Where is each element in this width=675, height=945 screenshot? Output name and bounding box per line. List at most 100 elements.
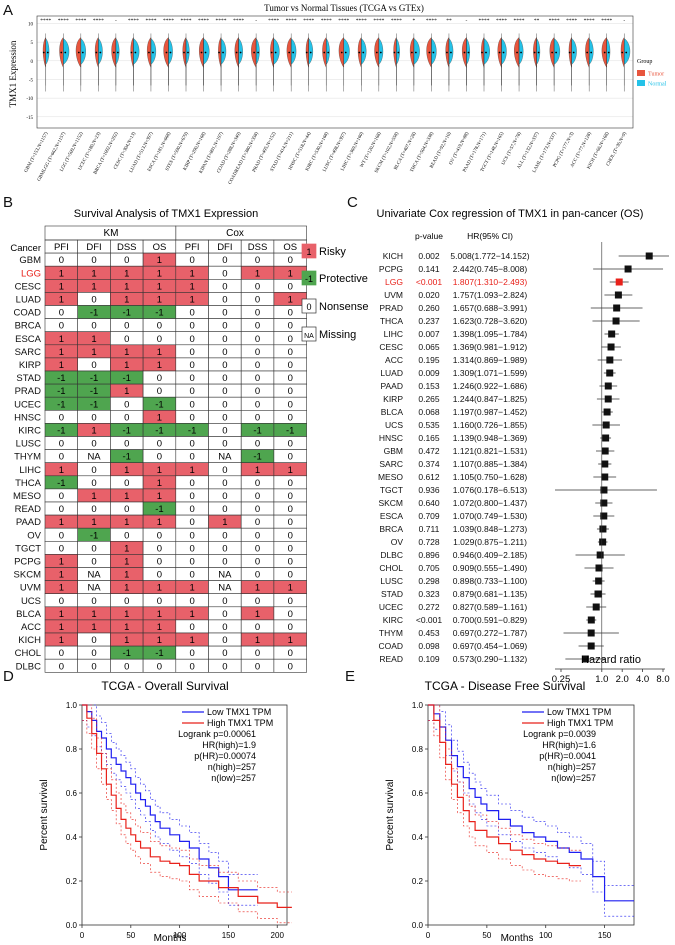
heatmap-cell-value: 0 — [124, 478, 129, 489]
heatmap-cell-value: 1 — [255, 268, 260, 279]
km-x-tick-label: 0 — [426, 931, 431, 940]
tumor-median-point — [165, 51, 168, 54]
heatmap-cell-value: 0 — [222, 412, 227, 423]
normal-violin — [238, 38, 243, 86]
significance-mark: **** — [496, 18, 507, 24]
heatmap-cell-value: 0 — [91, 255, 96, 266]
legend-swatch — [301, 298, 317, 314]
forest-hr-text: 1.369(0.981−1.912) — [453, 342, 528, 352]
heatmap-cell-value: 1 — [288, 635, 293, 646]
legend-code: NA — [304, 333, 314, 340]
forest-hr-text: 1.121(0.821−1.531) — [453, 446, 528, 456]
heatmap-cell-value: 1 — [190, 465, 195, 476]
forest-cancer-label: UVM — [384, 290, 403, 300]
km-survival-curve — [428, 704, 634, 902]
normal-median-point — [485, 51, 487, 54]
heatmap-cell-value: 0 — [190, 491, 195, 502]
heatmap-cell-value: 0 — [59, 504, 64, 515]
forest-cancer-label: LUSC — [380, 576, 403, 586]
legend-swatch — [301, 243, 317, 259]
heatmap-cell-value: 0 — [222, 661, 227, 672]
heatmap-cell-value: 1 — [157, 622, 162, 633]
normal-violin — [413, 38, 420, 86]
normal-violin — [63, 38, 70, 86]
violin-expression-chart: Tumor vs Normal Tissues (TCGA vs GTEx) T… — [8, 3, 667, 186]
heatmap-cell-value: -1 — [90, 399, 98, 410]
km-y-tick-label: 0.8 — [66, 745, 78, 754]
km-plot-frame — [81, 704, 288, 926]
forest-cancer-label: SKCM — [378, 498, 403, 508]
heatmap-cell-value: 0 — [288, 334, 293, 345]
cancer-row-label: UVM — [20, 583, 41, 594]
normal-median-point — [432, 51, 435, 54]
heatmap-cell-value: 0 — [255, 334, 260, 345]
normal-violin — [448, 38, 454, 86]
forest-hr-box — [599, 525, 607, 533]
forest-hr-text: 0.573(0.290−1.132) — [453, 654, 528, 664]
heatmap-cell-value: 1 — [124, 570, 129, 581]
forest-hr-box — [595, 577, 603, 585]
km-y-tick-label: 0.2 — [66, 877, 78, 886]
tumor-median-point — [446, 51, 448, 54]
heatmap-cell-value: 1 — [124, 635, 129, 646]
normal-median-point — [222, 51, 224, 54]
heatmap-cell-value: 0 — [288, 347, 293, 358]
cancer-row-label: OV — [27, 530, 41, 541]
forest-cancer-label: DLBC — [380, 550, 403, 560]
heatmap-cell-value: 0 — [157, 321, 162, 332]
heatmap-cell-value: 0 — [91, 478, 96, 489]
heatmap-cell-value: 0 — [190, 622, 195, 633]
heatmap-cell-value: 0 — [288, 491, 293, 502]
legend-code: -1 — [305, 274, 313, 284]
km-ci-upper — [428, 704, 634, 886]
heatmap-cell-value: 0 — [59, 596, 64, 607]
heatmap-cell-value: 0 — [222, 635, 227, 646]
forest-pvalue: 0.272 — [418, 602, 440, 612]
heatmap-cell-value: 0 — [124, 412, 129, 423]
km-group-label: KM — [104, 228, 119, 239]
significance-mark: **** — [145, 18, 156, 24]
forest-hr-text: 5.008(1.772−14.152) — [450, 251, 529, 261]
km-x-tick-label: 50 — [482, 931, 491, 940]
tumor-median-point — [533, 51, 536, 54]
tumor-median-point — [393, 51, 396, 54]
forest-pvalue: 0.896 — [418, 550, 440, 560]
tumor-median-point — [288, 51, 291, 54]
heatmap-cell-value: 1 — [190, 281, 195, 292]
normal-violin — [343, 38, 350, 86]
significance-mark: ** — [534, 18, 540, 24]
heatmap-cell-value: 1 — [157, 268, 162, 279]
heatmap-cell-value: 0 — [91, 596, 96, 607]
tumor-median-point — [235, 51, 238, 54]
normal-median-point — [414, 51, 417, 54]
heatmap-cell-value: 0 — [255, 517, 260, 528]
heatmap-cell-value: 0 — [222, 334, 227, 345]
forest-hr-text: 0.909(0.555−1.490) — [453, 563, 528, 573]
heatmap-cell-value: 1 — [157, 635, 162, 646]
cancer-row-label: BRCA — [15, 321, 42, 332]
heatmap-cell-value: 0 — [157, 557, 162, 568]
heatmap-cell-value: 0 — [288, 609, 293, 620]
heatmap-cell-value: 1 — [157, 347, 162, 358]
heatmap-cell-value: 1 — [59, 635, 64, 646]
tumor-median-point — [77, 51, 80, 54]
significance-mark: * — [413, 18, 416, 24]
heatmap-cell-value: 1 — [190, 609, 195, 620]
heatmap-cell-value: 1 — [124, 386, 129, 397]
heatmap-cell-value: 0 — [255, 557, 260, 568]
heatmap-cell-value: 1 — [157, 465, 162, 476]
significance-mark: **** — [601, 18, 612, 24]
column-header-label: PFI — [54, 242, 69, 253]
heatmap-cell-value: -1 — [155, 399, 163, 410]
heatmap-cell-value: 0 — [91, 439, 96, 450]
significance-mark: **** — [338, 18, 349, 24]
significance-mark: **** — [40, 18, 51, 24]
heatmap-cell-value: 1 — [91, 517, 96, 528]
normal-median-point — [344, 51, 347, 54]
forest-pvalue: 0.535 — [418, 420, 440, 430]
significance-mark: - — [623, 18, 625, 24]
heatmap-cell-value: 0 — [190, 570, 195, 581]
normal-median-point — [467, 51, 470, 54]
forest-pvalue: <0.001 — [416, 277, 443, 287]
forest-hr-text: 0.946(0.409−2.185) — [453, 550, 528, 560]
